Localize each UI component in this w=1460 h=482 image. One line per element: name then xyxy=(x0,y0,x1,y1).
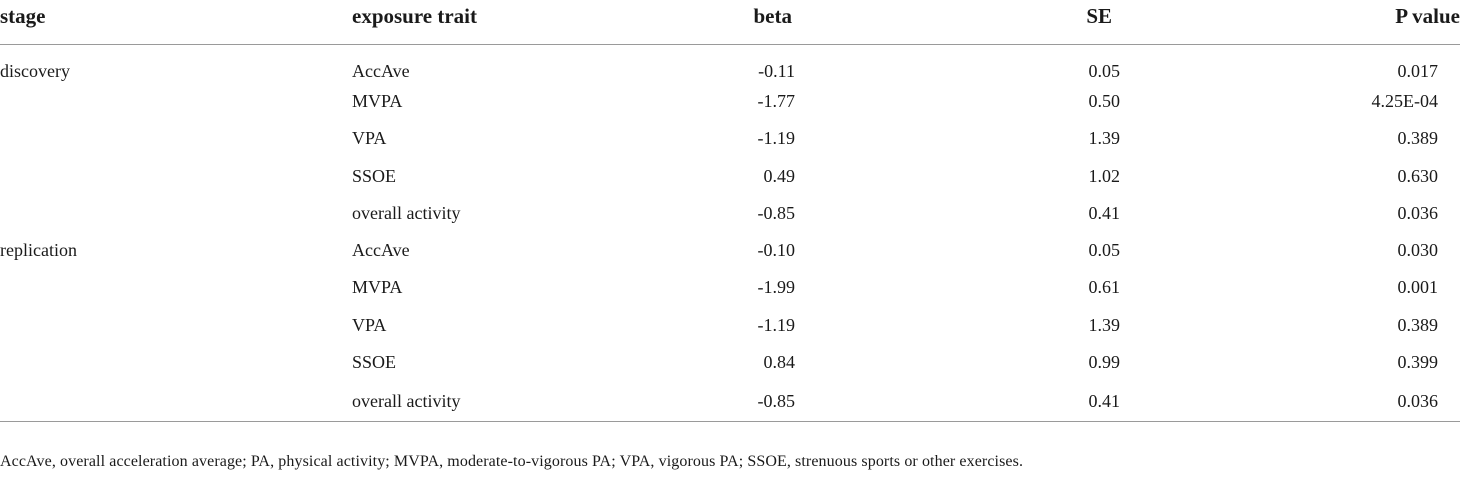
cell-beta: -1.19 xyxy=(757,314,796,335)
cell-p-value: 0.001 xyxy=(1397,277,1439,298)
table-row: replication AccAve -0.10 0.05 0.030 xyxy=(0,231,1460,268)
cell-stage xyxy=(0,380,352,422)
cell-exposure-trait: SSOE xyxy=(352,165,397,186)
cell-p-value: 0.017 xyxy=(1397,60,1439,81)
header-exposure-trait: exposure trait xyxy=(352,0,552,45)
cell-stage xyxy=(0,194,352,231)
cell-beta: 0.49 xyxy=(763,165,796,186)
cell-se: 0.41 xyxy=(1088,202,1121,223)
table-row: VPA -1.19 1.39 0.389 xyxy=(0,306,1460,343)
cell-p-value: 4.25E-04 xyxy=(1371,90,1439,111)
header-p-value: P value xyxy=(1140,0,1460,45)
table-row: discovery AccAve -0.11 0.05 0.017 xyxy=(0,45,1460,83)
cell-exposure-trait: overall activity xyxy=(352,380,552,422)
table-body: discovery AccAve -0.11 0.05 0.017 MVPA -1.77 0.… xyxy=(0,45,1460,422)
cell-se: 1.39 xyxy=(1088,128,1121,149)
cell-stage: replication xyxy=(0,240,77,261)
cell-exposure-trait: VPA xyxy=(352,314,387,335)
cell-exposure-trait: MVPA xyxy=(352,277,403,298)
table-row: MVPA -1.77 0.50 4.25E-04 xyxy=(0,82,1460,119)
table-row: SSOE 0.84 0.99 0.399 xyxy=(0,343,1460,380)
table-row: overall activity -0.85 0.41 0.036 xyxy=(0,194,1460,231)
cell-se: 1.02 xyxy=(1088,165,1121,186)
cell-se: 0.99 xyxy=(1088,352,1121,373)
cell-stage xyxy=(0,269,352,306)
cell-exposure-trait: SSOE xyxy=(352,352,397,373)
cell-p-value: 0.030 xyxy=(1397,240,1439,261)
cell-beta: -0.85 xyxy=(552,380,820,422)
results-table-container: stage exposure trait beta SE P value dis… xyxy=(0,0,1460,422)
table-footnote: AccAve, overall acceleration average; PA… xyxy=(0,453,1024,470)
table-row: VPA -1.19 1.39 0.389 xyxy=(0,120,1460,157)
cell-beta: 0.84 xyxy=(763,352,796,373)
cell-se: 0.50 xyxy=(1088,90,1121,111)
cell-beta: -0.11 xyxy=(758,60,795,81)
header-se: SE xyxy=(820,0,1140,45)
cell-p-value: 0.399 xyxy=(1397,352,1439,373)
cell-exposure-trait: VPA xyxy=(352,128,387,149)
results-table: stage exposure trait beta SE P value dis… xyxy=(0,0,1460,422)
cell-stage: discovery xyxy=(0,60,70,81)
cell-beta: -1.77 xyxy=(757,90,796,111)
table-header: stage exposure trait beta SE P value xyxy=(0,0,1460,45)
cell-se: 1.39 xyxy=(1088,314,1121,335)
cell-p-value: 0.036 xyxy=(1397,202,1439,223)
cell-stage xyxy=(0,157,352,194)
cell-se: 0.05 xyxy=(1088,60,1121,81)
cell-p-value: 0.389 xyxy=(1397,314,1439,335)
cell-stage xyxy=(0,120,352,157)
cell-exposure-trait: AccAve xyxy=(352,240,410,261)
cell-exposure-trait: MVPA xyxy=(352,90,403,111)
cell-stage xyxy=(0,82,352,119)
cell-p-value: 0.389 xyxy=(1397,128,1439,149)
cell-stage xyxy=(0,343,352,380)
table-row: SSOE 0.49 1.02 0.630 xyxy=(0,157,1460,194)
cell-exposure-trait: overall activity xyxy=(352,202,461,223)
table-row: MVPA -1.99 0.61 0.001 xyxy=(0,269,1460,306)
cell-beta: -0.85 xyxy=(757,202,796,223)
table-row: overall activity -0.85 0.41 0.036 xyxy=(0,380,1460,422)
cell-beta: -1.19 xyxy=(757,128,796,149)
cell-se: 0.41 xyxy=(820,380,1140,422)
cell-beta: -0.10 xyxy=(757,240,796,261)
cell-stage xyxy=(0,306,352,343)
cell-p-value: 0.036 xyxy=(1140,380,1460,422)
header-stage: stage xyxy=(0,0,352,45)
header-beta: beta xyxy=(552,0,820,45)
cell-se: 0.61 xyxy=(1088,277,1121,298)
cell-se: 0.05 xyxy=(1088,240,1121,261)
cell-exposure-trait: AccAve xyxy=(352,60,410,81)
header-row: stage exposure trait beta SE P value xyxy=(0,0,1460,45)
cell-p-value: 0.630 xyxy=(1397,165,1439,186)
cell-beta: -1.99 xyxy=(757,277,796,298)
